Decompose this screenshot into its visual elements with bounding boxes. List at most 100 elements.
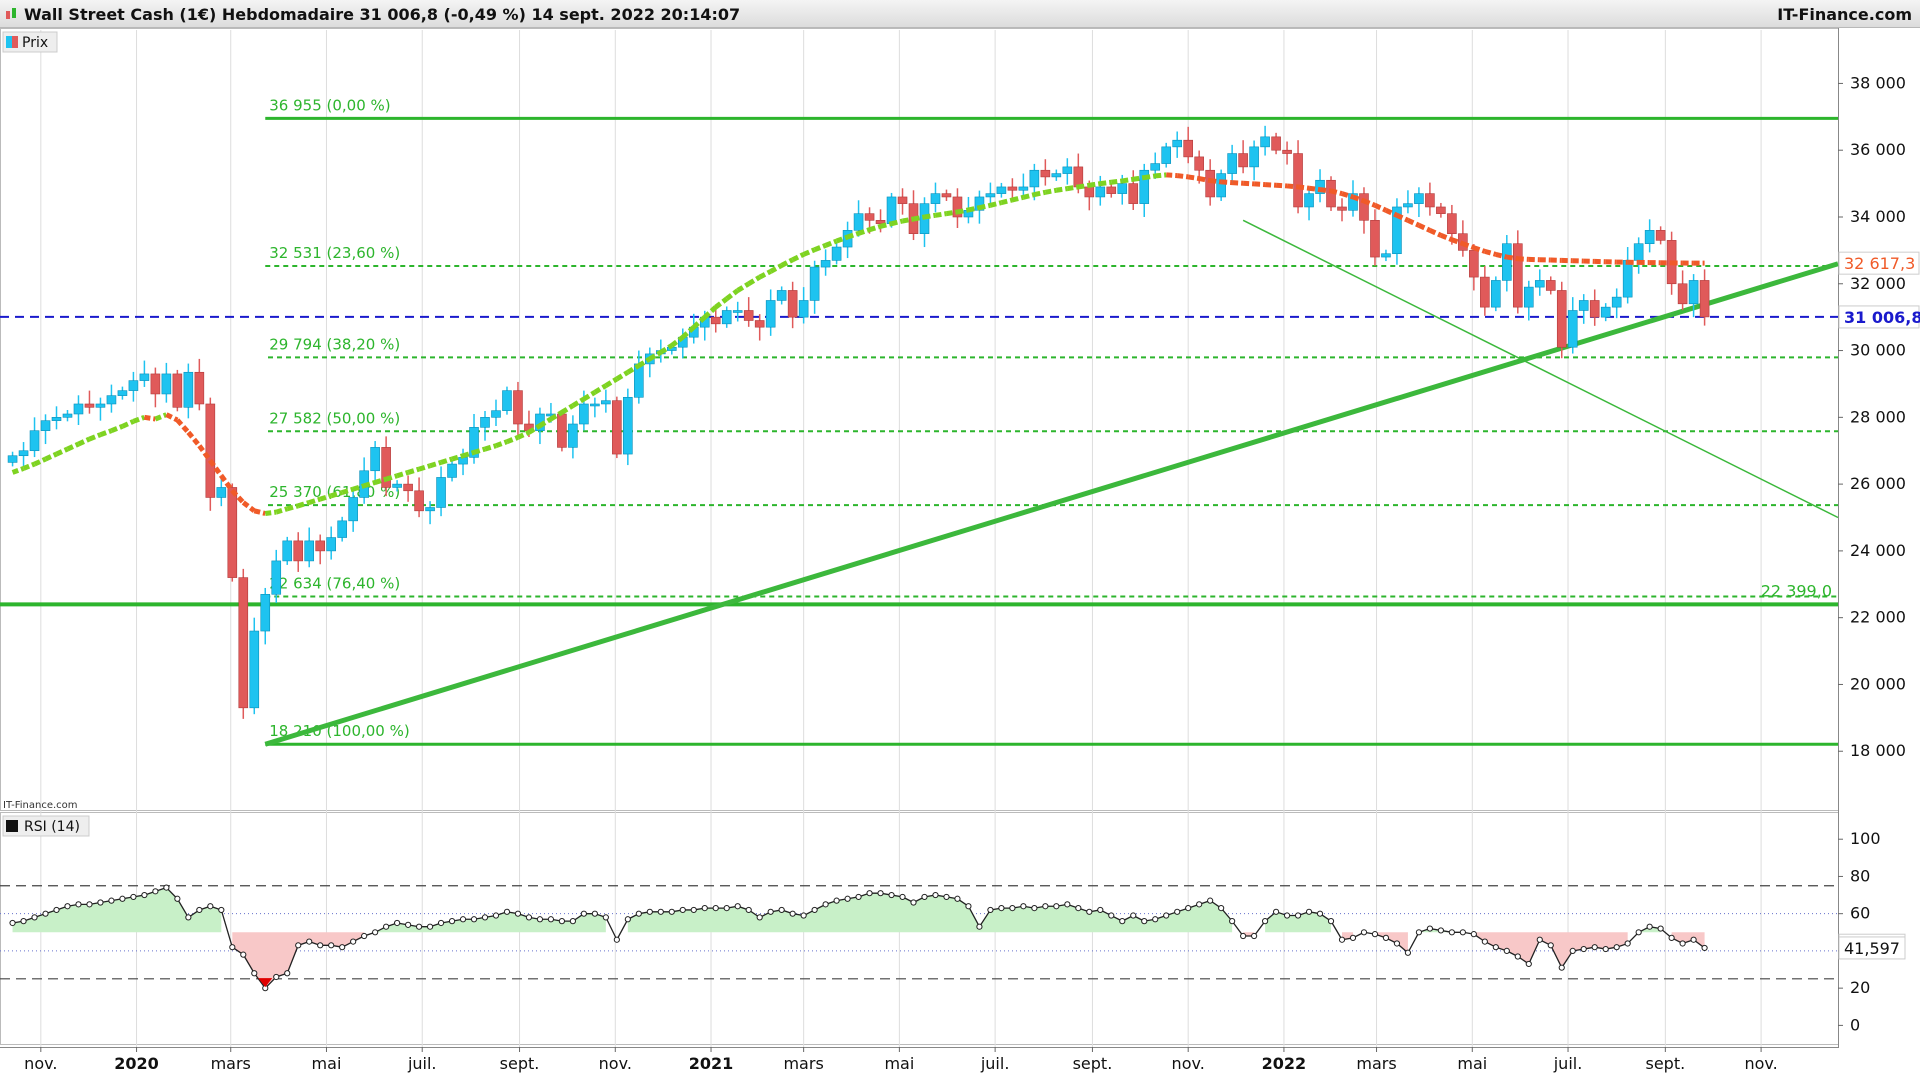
candle[interactable] [1567,310,1578,348]
candle[interactable] [1051,173,1062,178]
candle[interactable] [7,455,18,463]
candle[interactable] [1128,183,1139,204]
candle[interactable] [1238,153,1248,168]
candle[interactable] [1183,139,1193,158]
candle[interactable] [952,196,963,218]
candle[interactable] [1304,193,1314,208]
candle[interactable] [1172,139,1182,148]
candle[interactable] [216,487,227,498]
candle[interactable] [1194,156,1204,171]
candle[interactable] [1161,146,1172,164]
candle[interactable] [480,417,490,428]
candle[interactable] [172,373,183,408]
candle[interactable] [1600,306,1611,318]
candle[interactable] [1403,203,1413,208]
candle[interactable] [249,630,260,709]
candle[interactable] [337,520,347,538]
candle[interactable] [1029,169,1040,188]
candle[interactable] [1633,243,1644,261]
candle[interactable] [743,310,754,321]
candle[interactable] [1436,206,1446,214]
candle[interactable] [469,427,479,458]
candle[interactable] [1106,186,1117,194]
chart-area[interactable]: 36 955 (0,00 %) 32 531 (23,60 %) 29 794 (3… [0,28,1920,1080]
candle[interactable] [403,483,413,492]
candle[interactable] [1293,153,1303,208]
candle[interactable] [930,193,941,204]
candle[interactable] [1699,280,1710,318]
candle[interactable] [996,186,1007,194]
price-legend[interactable]: Prix [2,31,58,53]
candle[interactable] [831,246,842,261]
candle[interactable] [1513,243,1523,308]
candle[interactable] [348,497,358,522]
candle[interactable] [1677,283,1688,305]
candle[interactable] [776,290,787,301]
candle[interactable] [51,417,62,421]
candle[interactable] [1545,280,1556,291]
candle[interactable] [1337,206,1347,211]
candle[interactable] [1534,280,1545,288]
candle[interactable] [1688,280,1699,305]
candle[interactable] [293,540,304,562]
candle[interactable] [1556,290,1567,348]
candle[interactable] [1644,230,1655,244]
candle[interactable] [1469,250,1479,278]
candle[interactable] [1084,186,1095,198]
candle[interactable] [271,560,282,595]
candle[interactable] [864,213,875,221]
candle[interactable] [1040,169,1051,178]
candle[interactable] [447,463,457,478]
candle[interactable] [809,266,820,301]
candle[interactable] [370,447,380,472]
candle[interactable] [1205,169,1215,198]
candle[interactable] [513,390,523,425]
candle[interactable] [886,196,897,224]
candle[interactable] [1095,186,1106,198]
candle[interactable] [1359,193,1369,221]
candle[interactable] [1622,260,1633,298]
candle[interactable] [282,540,293,562]
candle[interactable] [820,260,831,268]
candle[interactable] [754,320,765,328]
candle[interactable] [1414,193,1424,204]
candle[interactable] [1249,146,1259,168]
candle[interactable] [491,410,501,418]
candle[interactable] [601,400,611,405]
candle[interactable] [1062,166,1073,174]
candle[interactable] [205,403,216,498]
candle[interactable] [1425,193,1435,208]
candle[interactable] [194,371,205,405]
candle[interactable] [557,413,567,448]
candle[interactable] [436,477,446,508]
candle[interactable] [941,193,952,198]
candle[interactable] [974,196,985,211]
candle[interactable] [502,390,512,411]
candle[interactable] [18,450,29,457]
candle[interactable] [1655,230,1666,241]
candle[interactable] [150,373,161,395]
candle[interactable] [183,371,194,408]
candle[interactable] [1007,186,1018,191]
candle[interactable] [787,290,798,318]
candle[interactable] [1139,169,1150,204]
candle[interactable] [326,537,336,552]
candle[interactable] [1150,163,1161,171]
candle[interactable] [95,403,106,408]
candle[interactable] [29,430,40,452]
candle[interactable] [897,196,908,204]
candle[interactable] [161,373,172,395]
candle[interactable] [62,413,73,418]
candle[interactable] [853,213,864,231]
candle[interactable] [590,403,600,407]
candle[interactable] [425,507,435,512]
candle[interactable] [1348,193,1358,211]
candle[interactable] [721,310,732,325]
candle[interactable] [414,490,424,512]
candle[interactable] [1491,280,1501,308]
candle[interactable] [985,193,996,198]
candle[interactable] [1480,276,1490,308]
candle[interactable] [1589,300,1600,318]
candle[interactable] [227,487,238,578]
candle[interactable] [568,423,578,448]
